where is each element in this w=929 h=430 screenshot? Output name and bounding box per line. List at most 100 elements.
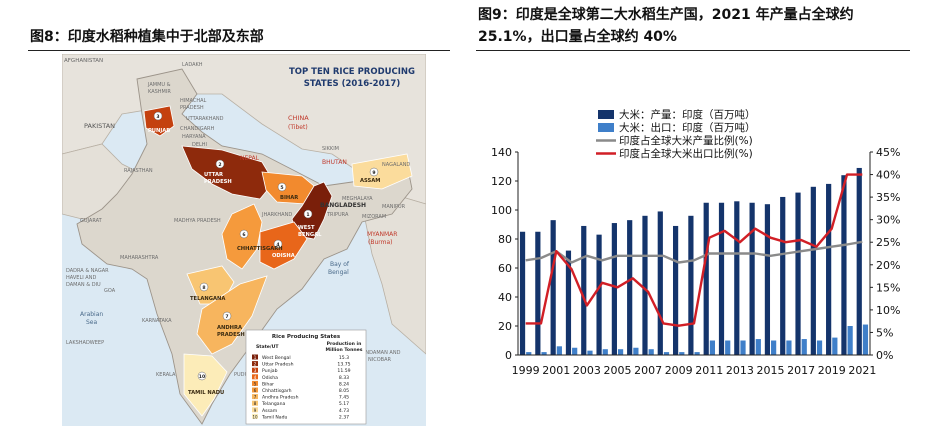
region-label: GUJARAT [80,218,103,224]
region-label: RAJASTHAN [124,168,153,174]
region-label: GOA [104,288,116,294]
state-rank-badge [199,282,209,292]
bar-export [755,339,761,355]
state-rank-badge [239,229,249,239]
lines [525,173,863,327]
bar-production [642,215,648,355]
country-label-tibet: (Tibet) [288,124,308,131]
y2-tick-label: 15% [876,281,900,294]
x-tick-label: 2019 [818,364,846,377]
legend-rank: 9 [254,408,257,413]
state-rank-badge [153,111,163,121]
state-odisha [259,221,308,270]
legend-state: Odisha [262,375,278,381]
country-label-afghanistan: AFGHANISTAN [64,58,103,64]
region-label: LADAKH [182,62,203,68]
country-label-bangladesh: BANGLADESH [320,202,366,209]
legend-rank: 6 [254,388,257,393]
bar-production [672,225,679,355]
sea-label-sea: Sea [86,319,98,326]
bar-export [617,349,624,355]
line-production-share [525,240,863,264]
state-rank-number: 10 [199,374,205,380]
state-rank-number: 2 [218,162,221,168]
legend-rank: 4 [254,375,257,380]
bar-export [648,349,654,355]
legend-swatch [252,374,258,380]
legend-value: 2.37 [339,414,349,420]
y2-tick-label: 40% [876,169,900,182]
state-assam [351,153,413,190]
legend-state: West Bengal [262,355,291,361]
region-label: HAVELI AND [66,275,96,281]
state-rank-number: 6 [242,232,245,238]
country-label-pakistan: PAKISTAN [84,122,115,130]
bar-production [688,215,694,355]
y-tick-label: 120 [491,175,512,188]
region-label: MEGHALAYA [342,196,373,202]
y-tick-label: 140 [491,146,512,159]
state-punjab [143,105,175,137]
bar-export [801,339,807,355]
rice-legend-col-production-1: Production in [327,341,362,347]
legend-series-name: 印度占全球大米出口比例(%) [619,147,753,160]
bar-export [786,340,792,355]
legend-value: 8.05 [339,388,349,394]
y-axis-left: 0 20 40 60 80 100 120 140 [491,146,519,362]
country-label-myanmar: MYANMAR [367,231,397,238]
bar-production [535,231,541,355]
bar-production [596,234,602,355]
bar-export [816,340,823,355]
bars [519,167,869,355]
state-tamil-nadu [183,353,228,417]
state-labels: 1WESTBENGAL2UTTARPRADESH3PUNJAB4ODISHA5B… [148,111,380,396]
state-label: BENGAL [298,232,322,238]
state-rank-badge [197,371,207,381]
y-axis-right: 0% 5% 10% 15% 20% 25% 30% 35% 40% 45% [869,146,900,362]
region-label: MAHARASHTRA [120,255,159,261]
region-label: KASHMIR [148,89,171,95]
legend-value: 8.33 [339,375,349,381]
y2-tick-label: 45% [876,146,900,159]
region-label: HIMACHAL [180,98,207,104]
legend-value: 7.45 [339,395,349,401]
state-label: PRADESH [204,179,232,185]
legend-state: Andhra Pradesh [262,395,299,401]
bar-production [703,202,709,355]
bar-production [780,196,786,355]
bar-production [519,231,526,355]
state-label: PUNJAB [148,128,170,134]
rice-map-svg: TOP TEN RICE PRODUCING STATES (2016-2017… [61,53,427,426]
region-label: DADRA & NAGAR [66,268,109,274]
x-tick-label: 2011 [695,364,723,377]
sea-label-arabian: Arabian [80,311,103,318]
y-tick-label: 100 [491,204,512,217]
legend-swatch [252,413,258,419]
region-label: KARNATAKA [142,318,172,324]
rice-legend-title: Rice Producing States [272,334,341,340]
state-rank-badge [277,182,287,192]
region-label: KERALA [156,372,176,378]
country-label-bhutan: BHUTAN [322,159,347,166]
legend-rank: 7 [254,395,257,400]
region-label: PRADESH [180,105,204,111]
rice-map: TOP TEN RICE PRODUCING STATES (2016-2017… [61,53,427,426]
figure8-rule [28,50,450,51]
legend-series-name: 印度占全球大米产量比例(%) [619,134,753,147]
state-rank-number: 8 [202,285,205,291]
state-rank-number: 9 [372,170,375,176]
bar-export [602,349,608,355]
legend-swatch [252,394,258,400]
bar-export [740,340,746,355]
bar-export [725,340,731,355]
legend-series-name: 大米：出口：印度（百万吨） [619,121,756,134]
state-rank-badge [369,167,379,177]
legend-state: Bihar [262,381,274,387]
legend-state: Uttar Pradesh [262,362,294,368]
y2-tick-label: 25% [876,236,900,249]
y2-tick-label: 20% [876,259,900,272]
state-label: TAMIL NADU [188,390,224,396]
legend-state: Tamil Nadu [261,414,288,420]
state-rank-number: 5 [280,185,283,191]
